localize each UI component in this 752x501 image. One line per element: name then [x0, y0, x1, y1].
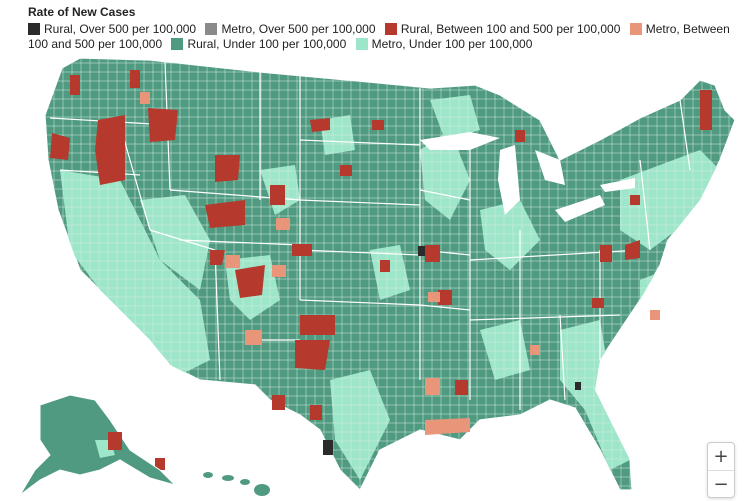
legend: Rural, Over 500 per 100,000 Metro, Over … [28, 22, 748, 52]
metro-100-500-counties[interactable] [140, 92, 660, 435]
legend-item-rural-over-500: Rural, Over 500 per 100,000 [28, 22, 196, 36]
zoom-out-button[interactable]: − [708, 470, 734, 497]
legend-label: Metro, Over 500 per 100,000 [221, 22, 376, 36]
us-county-map[interactable] [0, 50, 752, 501]
legend-label: Metro, Between 100 and 500 per 100,000 [28, 22, 730, 51]
legend-item-rural-100-500: Rural, Between 100 and 500 per 100,000 [384, 22, 621, 36]
alaska-red [108, 432, 122, 450]
legend-swatch [355, 38, 368, 50]
zoom-control: + − [707, 442, 735, 498]
legend-label: Metro, Under 100 per 100,000 [371, 37, 533, 51]
legend-label: Rural, Over 500 per 100,000 [44, 22, 197, 36]
legend-swatch [205, 23, 218, 35]
hawaii[interactable] [203, 472, 270, 496]
legend-item-metro-under-100: Metro, Under 100 per 100,000 [355, 37, 533, 51]
zoom-in-button[interactable]: + [708, 443, 734, 470]
legend-item-rural-under-100: Rural, Under 100 per 100,000 [171, 37, 346, 51]
legend-title: Rate of New Cases [28, 5, 136, 19]
legend-item-metro-100-500: Metro, Between 100 and 500 per 100,000 [28, 22, 730, 51]
legend-label: Rural, Between 100 and 500 per 100,000 [400, 22, 621, 36]
legend-swatch [171, 38, 184, 50]
legend-swatch [28, 23, 40, 35]
legend-item-metro-over-500: Metro, Over 500 per 100,000 [205, 22, 376, 36]
rural-over-500-counties[interactable] [323, 246, 581, 455]
legend-swatch [384, 23, 397, 35]
rural-100-500-counties[interactable] [50, 70, 712, 470]
county-grid [45, 58, 735, 490]
great-lakes [420, 132, 635, 222]
legend-swatch [629, 23, 642, 35]
legend-label: Rural, Under 100 per 100,000 [187, 37, 347, 51]
